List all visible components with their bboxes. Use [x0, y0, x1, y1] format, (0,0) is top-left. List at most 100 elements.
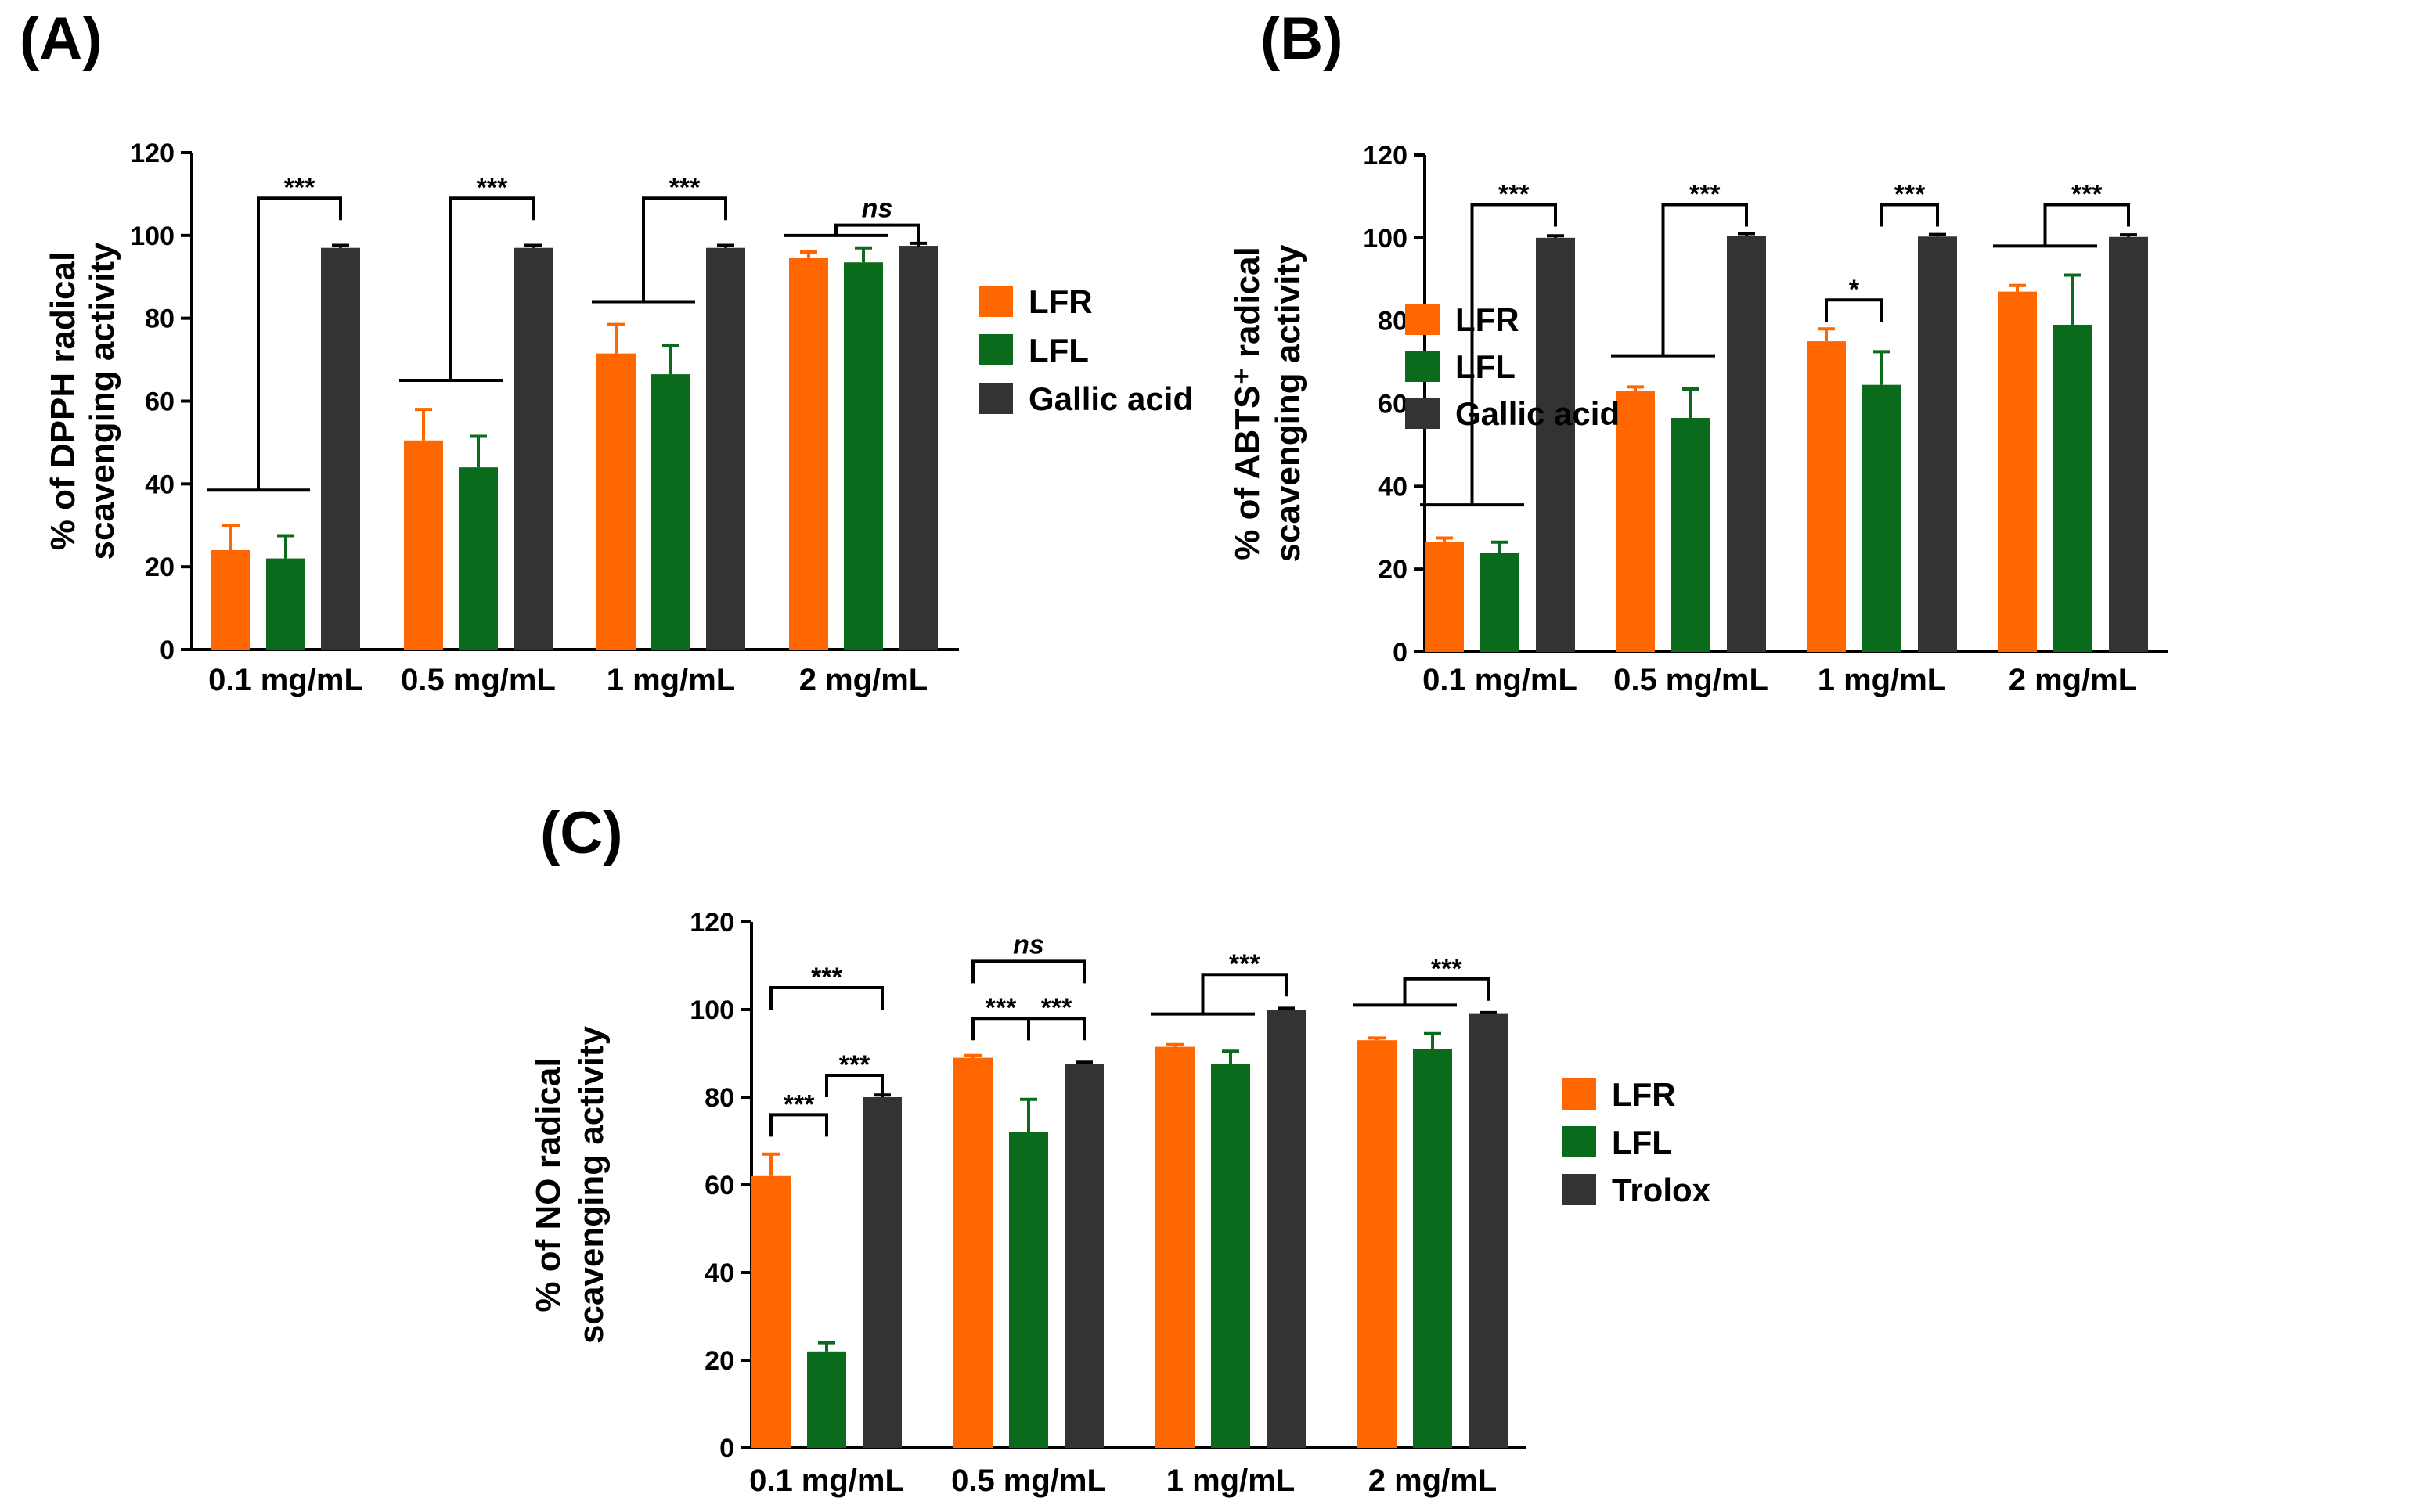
significance-bracket — [1201, 973, 1288, 1014]
significance-bracket — [1880, 203, 1939, 227]
x-category-label: 1 mg/mL — [607, 663, 735, 697]
bar-lfr — [211, 550, 250, 650]
y-axis-label: scavenging activity — [1269, 244, 1307, 562]
y-tick-label: 100 — [690, 995, 734, 1025]
y-tick-label: 40 — [1378, 472, 1407, 502]
bar-lfr — [953, 1057, 993, 1448]
y-tick-label: 40 — [145, 470, 175, 499]
legend-label: Gallic acid — [1455, 395, 1620, 432]
y-tick-label: 20 — [145, 553, 175, 582]
bar-trolox — [863, 1097, 902, 1448]
significance-label: *** — [1229, 949, 1260, 979]
y-tick-label: 80 — [145, 304, 175, 334]
bar-lfl — [1211, 1064, 1250, 1448]
x-category-label: 0.1 mg/mL — [208, 663, 363, 697]
legend-label: Gallic acid — [1029, 380, 1193, 417]
legend-label: LFL — [1612, 1124, 1672, 1161]
legend-label: Trolox — [1612, 1172, 1711, 1208]
y-tick-label: 0 — [1393, 638, 1407, 668]
legend-swatch-lfl — [1562, 1126, 1596, 1157]
y-tick-label: 60 — [145, 387, 175, 417]
x-category-label: 0.5 mg/mL — [951, 1463, 1106, 1498]
legend-label: LFR — [1029, 283, 1093, 320]
bar-lfr — [1616, 391, 1655, 652]
legend-swatch-gallic-acid — [1405, 398, 1440, 429]
bar-lfr — [751, 1175, 791, 1448]
y-tick-label: 120 — [1363, 141, 1407, 171]
y-tick-label: 60 — [1378, 390, 1407, 419]
y-tick-label: 100 — [130, 221, 175, 251]
significance-label: *** — [669, 173, 701, 203]
significance-bracket — [1661, 203, 1748, 356]
chart-panel-b: (B) % of ABTS⁺ radical scavenging activity… — [1228, 5, 2168, 697]
significance-bracket — [642, 196, 727, 302]
x-category-label: 1 mg/mL — [1166, 1463, 1295, 1498]
bar-lfr — [1357, 1040, 1397, 1448]
significance-label: *** — [284, 173, 315, 203]
legend-swatch-lfr — [1562, 1078, 1596, 1110]
x-category-label: 2 mg/mL — [799, 663, 928, 697]
bar-gallic-acid — [1536, 237, 1575, 652]
y-tick-label: 20 — [1378, 555, 1407, 585]
x-category-label: 0.1 mg/mL — [749, 1463, 904, 1498]
y-tick-label: 100 — [1363, 224, 1407, 254]
legend-label: LFR — [1455, 301, 1519, 338]
bar-lfl — [2053, 324, 2092, 652]
bar-lfl — [807, 1351, 846, 1448]
significance-bracket — [1470, 203, 1557, 506]
legend-label: LFL — [1455, 348, 1516, 385]
bar-lfl — [1862, 384, 1901, 652]
y-axis-label: % of ABTS⁺ radical — [1228, 247, 1267, 560]
legend-swatch-trolox — [1562, 1174, 1596, 1205]
legend-swatch-lfr — [1405, 304, 1440, 335]
bar-lfl — [266, 558, 305, 650]
significance-bracket — [834, 223, 920, 247]
chart-panel-a: (A) % of DPPH radical scavenging activity 0… — [20, 5, 1193, 697]
y-tick-label: 60 — [705, 1171, 734, 1201]
bar-lfr — [1998, 291, 2037, 652]
bar-lfr — [1425, 542, 1464, 652]
significance-label: *** — [1431, 954, 1462, 984]
bar-gallic-acid — [706, 247, 745, 650]
bar-lfl — [1671, 418, 1710, 652]
significance-label: *** — [1689, 180, 1721, 210]
significance-label: *** — [1498, 180, 1530, 210]
x-category-label: 0.5 mg/mL — [401, 663, 556, 697]
bar-trolox — [1267, 1010, 1306, 1448]
significance-label: *** — [811, 963, 842, 992]
significance-bracket — [825, 1074, 884, 1097]
significance-label: *** — [2071, 180, 2103, 210]
y-tick-label: 120 — [690, 908, 734, 938]
y-axis-label: scavenging activity — [572, 1026, 611, 1344]
y-tick-label: 0 — [160, 635, 175, 665]
chart-panel-c: (C) % of NO radical scavenging activity 0 20… — [529, 800, 1711, 1498]
legend-label: LFR — [1612, 1076, 1676, 1113]
bar-lfl — [459, 467, 498, 650]
bar-lfl — [1009, 1132, 1048, 1448]
significance-label: * — [1849, 275, 1860, 304]
bar-gallic-acid — [1918, 236, 1957, 652]
legend-label: LFL — [1029, 332, 1089, 369]
y-axis-label: scavenging activity — [83, 242, 121, 560]
significance-bracket — [1825, 298, 1883, 322]
legend-swatch-gallic-acid — [979, 383, 1013, 414]
significance-ns-label: ns — [862, 194, 893, 224]
x-category-label: 0.1 mg/mL — [1422, 663, 1577, 697]
panel-label: (C) — [540, 800, 623, 866]
bar-trolox — [1065, 1064, 1104, 1448]
y-tick-label: 80 — [1378, 307, 1407, 337]
bar-lfr — [596, 353, 636, 650]
panel-label: (B) — [1260, 5, 1343, 72]
legend-swatch-lfl — [979, 334, 1013, 365]
significance-bracket — [257, 196, 342, 491]
significance-ns-label: ns — [1013, 930, 1044, 959]
bar-lfl — [651, 374, 690, 650]
bar-lfr — [789, 257, 828, 650]
bar-gallic-acid — [2109, 236, 2148, 652]
significance-label: *** — [1041, 993, 1072, 1023]
bar-lfr — [1807, 341, 1846, 652]
significance-label: *** — [986, 993, 1017, 1023]
y-axis-label: % of NO radical — [529, 1057, 568, 1312]
legend-swatch-lfl — [1405, 351, 1440, 382]
